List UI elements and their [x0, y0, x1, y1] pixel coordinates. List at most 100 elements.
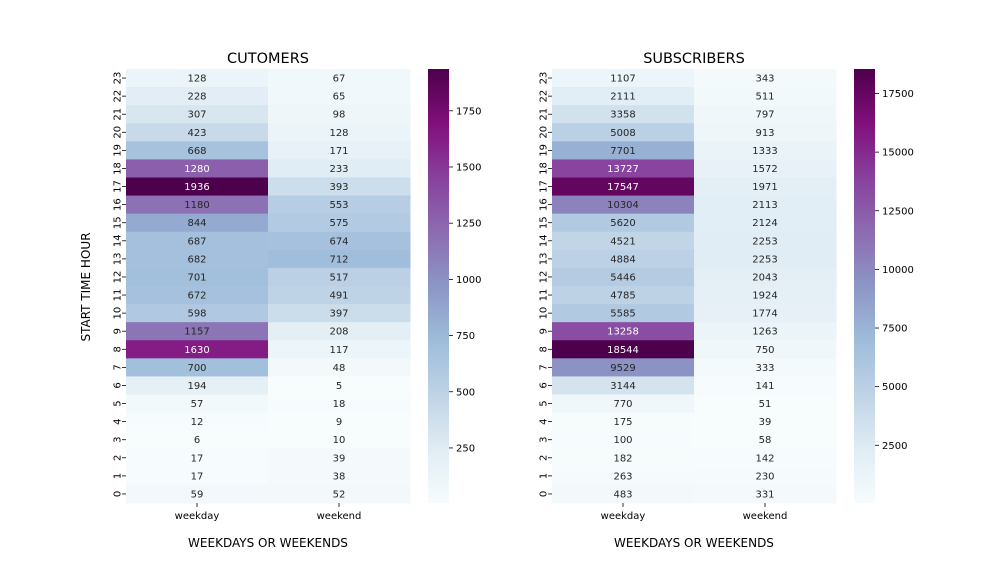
- heatmap-cell: [126, 448, 269, 468]
- y-tick-label: 15: [539, 216, 550, 229]
- cell-value-label: 682: [187, 254, 206, 265]
- cell-value-label: 844: [187, 218, 206, 229]
- heatmap-cell: [268, 484, 411, 504]
- heatmap-cell: [126, 69, 269, 88]
- cell-value-label: 57: [191, 399, 204, 410]
- cell-value-label: 171: [329, 146, 348, 157]
- heatmap-cell: [268, 394, 411, 414]
- cell-value-label: 1107: [610, 74, 635, 85]
- y-tick-label: 8: [539, 346, 550, 352]
- cell-value-label: 1280: [184, 164, 209, 175]
- heatmap-cell: [694, 123, 837, 142]
- cell-value-label: 687: [187, 236, 206, 247]
- colorbar-tick-label: 500: [456, 387, 475, 398]
- heatmap-cell: [552, 159, 695, 178]
- cell-value-label: 517: [329, 272, 348, 283]
- cell-value-label: 18544: [607, 345, 639, 356]
- cell-value-label: 13258: [607, 327, 639, 338]
- heatmap-cell: [126, 123, 269, 142]
- y-tick-label: 20: [113, 126, 124, 139]
- cell-value-label: 1630: [184, 345, 209, 356]
- cell-value-label: 5585: [610, 309, 635, 320]
- colorbar-tick-label: 12500: [882, 206, 914, 217]
- heatmap-cell: [694, 430, 837, 450]
- heatmap-cell: [268, 304, 411, 323]
- subscribers-colorbar: 2500 5000 7500 10000 12500 15000 17500: [854, 69, 914, 503]
- heatmap-cell: [126, 304, 269, 323]
- subscribers-title: SUBSCRIBERS: [643, 51, 745, 67]
- heatmap-cell: [694, 213, 837, 233]
- y-tick-label: 16: [113, 198, 124, 211]
- heatmap-cell: [268, 412, 411, 432]
- cell-value-label: 307: [187, 110, 206, 121]
- customers-title: CUTOMERS: [227, 51, 309, 67]
- heatmap-cell: [552, 358, 695, 377]
- heatmap-cell: [552, 466, 695, 486]
- cell-value-label: 5620: [610, 218, 635, 229]
- colorbar-tick-label: 1750: [456, 106, 481, 117]
- heatmap-cell: [268, 448, 411, 468]
- cell-value-label: 1333: [752, 146, 777, 157]
- customers-xlabel: WEEKDAYS OR WEEKENDS: [188, 536, 348, 550]
- heatmap-cell: [552, 304, 695, 323]
- y-tick-label: 3: [113, 437, 124, 443]
- cell-value-label: 230: [755, 471, 774, 482]
- heatmap-cell: [126, 213, 269, 233]
- y-tick-label: 23: [113, 72, 124, 85]
- colorbar-tick-label: 2500: [882, 441, 907, 452]
- cell-value-label: 598: [187, 309, 206, 320]
- y-tick-label: 9: [539, 328, 550, 334]
- y-tick-label: 2: [113, 455, 124, 461]
- heatmap-cell: [694, 466, 837, 486]
- heatmap-cell: [694, 376, 837, 395]
- colorbar-tick-label: 10000: [882, 265, 914, 276]
- cell-value-label: 491: [329, 291, 348, 302]
- cell-value-label: 5: [336, 381, 342, 392]
- heatmap-cell: [694, 412, 837, 432]
- cell-value-label: 17: [191, 453, 204, 464]
- heatmap-cell: [552, 123, 695, 142]
- subscribers-cells: 1107 343 2111 511 3358 797 5008 913 7701 1333 1372…: [552, 69, 837, 504]
- cell-value-label: 333: [755, 363, 774, 374]
- heatmap-cell: [268, 322, 411, 341]
- cell-value-label: 182: [613, 453, 632, 464]
- heatmap-cell: [694, 69, 837, 88]
- heatmap-cell: [126, 159, 269, 178]
- heatmap-cell: [552, 484, 695, 504]
- heatmap-cell: [268, 105, 411, 124]
- y-tick-label: 7: [113, 364, 124, 370]
- colorbar-tick-label: 7500: [882, 324, 907, 335]
- cell-value-label: 5446: [610, 272, 635, 283]
- x-tick-label: weekday: [601, 511, 646, 522]
- heatmap-cell: [126, 322, 269, 341]
- cell-value-label: 393: [329, 182, 348, 193]
- cell-value-label: 10304: [607, 200, 639, 211]
- heatmap-cell: [552, 430, 695, 450]
- y-tick-label: 2: [539, 455, 550, 461]
- heatmap-cell: [268, 286, 411, 305]
- y-tick-label: 14: [539, 234, 550, 247]
- heatmap-cell: [552, 376, 695, 395]
- cell-value-label: 674: [329, 236, 348, 247]
- heatmap-cell: [694, 195, 837, 215]
- heatmap-cell: [694, 484, 837, 504]
- cell-value-label: 233: [329, 164, 348, 175]
- cell-value-label: 797: [755, 110, 774, 121]
- cell-value-label: 2253: [752, 236, 777, 247]
- cell-value-label: 58: [759, 435, 772, 446]
- heatmap-cell: [126, 105, 269, 124]
- cell-value-label: 511: [755, 92, 774, 103]
- heatmap-cell: [552, 195, 695, 215]
- heatmap-cell: [552, 322, 695, 341]
- cell-value-label: 712: [329, 254, 348, 265]
- cell-value-label: 672: [187, 291, 206, 302]
- y-tick-label: 15: [113, 216, 124, 229]
- colorbar-tick-label: 1000: [456, 275, 481, 286]
- cell-value-label: 48: [333, 363, 346, 374]
- heatmap-cell: [268, 430, 411, 450]
- heatmap-cell: [552, 213, 695, 233]
- heatmap-cell: [268, 466, 411, 486]
